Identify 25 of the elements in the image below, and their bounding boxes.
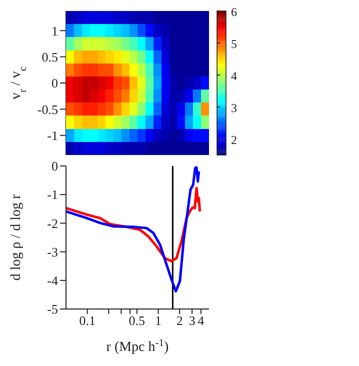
x-tick-label: 0.5 — [128, 313, 146, 328]
color-bar-label: 5 — [231, 37, 237, 51]
y-tick-label: -1 — [47, 187, 58, 202]
y-tick-label: 1 — [52, 23, 58, 38]
x-tick-label: 1 — [154, 313, 162, 328]
y-tick-label: -5 — [47, 302, 58, 317]
color-bar-label: 6 — [231, 5, 237, 19]
x-tick-label: 0.1 — [79, 313, 96, 328]
color-bar-label: 3 — [231, 101, 237, 115]
colorbar: 2 3 4 5 6 — [217, 8, 257, 158]
x-tick-label: 3 — [188, 313, 196, 328]
y-tick-label: 0 — [52, 76, 58, 91]
y-tick-label: -3 — [47, 244, 58, 260]
y-tick-label: 0.5 — [42, 49, 58, 64]
color-bar-label: 2 — [231, 133, 237, 147]
x-tick-label: 4 — [198, 313, 205, 328]
y-tick-label: -1 — [47, 128, 58, 143]
y-tick-label: -4 — [47, 273, 58, 288]
y-axis-title: d log ρ / d log r — [9, 194, 24, 281]
color-bar-label: 4 — [231, 69, 237, 83]
y-tick-label: -2 — [47, 216, 58, 231]
x-tick-label: 2 — [176, 313, 183, 328]
y-tick-label: 0 — [52, 158, 58, 174]
y-tick-label: -0.5 — [37, 102, 58, 117]
x-axis-title: r (Mpc h$^{-1}$) — [106, 338, 170, 355]
